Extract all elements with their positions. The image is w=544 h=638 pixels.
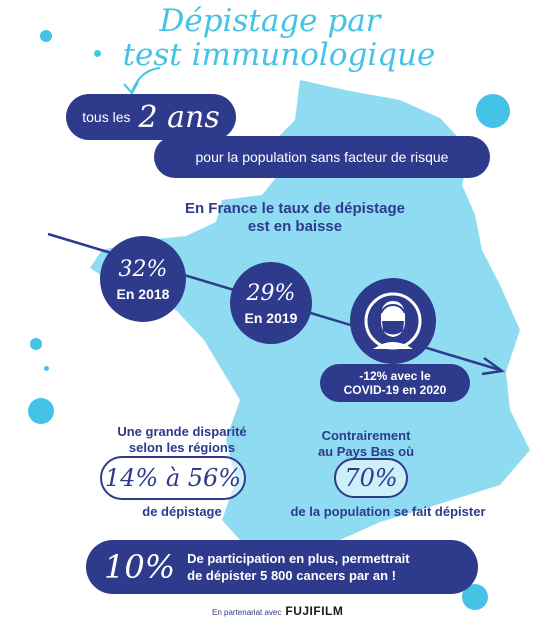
masked-person-circle (350, 278, 436, 364)
disparity-line-1: Une grande disparité (117, 424, 247, 439)
partner-line: En partenariat avec FUJIFILM (212, 604, 343, 618)
disparity-range: 14% à 56% (104, 464, 242, 492)
netherlands-label: Contrairement au Pays Bas où (306, 428, 426, 460)
title-line-1: Dépistage par (159, 3, 381, 39)
population-text: pour la population sans facteur de risqu… (195, 149, 449, 165)
title-line-2: test immunologique (122, 37, 436, 73)
trend-heading-line-1: En France le taux de dépistage (184, 200, 406, 217)
participation-text: De participation en plus, permettrait de… (187, 550, 410, 584)
decor-dot (94, 50, 101, 57)
decor-dot (28, 398, 54, 424)
frequency-pill: tous les 2 ans (66, 94, 236, 140)
disparity-label: Une grande disparité selon les régions (96, 424, 268, 456)
disparity-line-2: selon les régions (128, 440, 236, 455)
trend-heading: En France le taux de dépistage est en ba… (160, 200, 430, 236)
decor-dot (44, 366, 49, 371)
masked-person-icon (364, 292, 422, 350)
covid-pill: -12% avec le COVID-19 en 2020 (320, 364, 470, 402)
disparity-range-pill: 14% à 56% (100, 456, 246, 500)
population-pill: pour la population sans facteur de risqu… (154, 136, 490, 178)
rate-2018-value: 32% (118, 256, 168, 282)
decor-dot (30, 338, 42, 350)
netherlands-suffix: de la population se fait dépister (290, 504, 486, 519)
netherlands-line-2: au Pays Bas où (317, 444, 415, 459)
covid-line-1: -12% avec le (359, 369, 431, 383)
participation-line-2-prefix: de (187, 568, 203, 583)
decor-dot (40, 30, 52, 42)
participation-value: 10% (104, 548, 176, 586)
page-title: Dépistage par test immunologique (80, 4, 460, 72)
netherlands-value: 70% (344, 464, 398, 492)
trend-heading-line-2: est en baisse (247, 218, 343, 235)
decor-dot (476, 94, 510, 128)
netherlands-line-1: Contrairement (321, 428, 411, 443)
participation-pill: 10% De participation en plus, permettrai… (86, 540, 478, 594)
partner-text: En partenariat avec (212, 608, 282, 617)
frequency-value: 2 ans (138, 99, 220, 135)
disparity-suffix: de dépistage (142, 504, 222, 519)
rate-2019-circle: 29% En 2019 (230, 262, 312, 344)
rate-2018-circle: 32% En 2018 (100, 236, 186, 322)
rate-2018-year: En 2018 (116, 285, 170, 302)
covid-line-2: COVID-19 en 2020 (343, 383, 447, 397)
frequency-prefix: tous les (82, 109, 131, 125)
participation-line-2-bold: dépister 5 800 cancers par an ! (205, 568, 396, 583)
rate-2019-value: 29% (246, 280, 296, 306)
fujifilm-logo: FUJIFILM (285, 604, 344, 618)
curved-arrow-icon (123, 67, 161, 95)
rate-2019-year: En 2019 (244, 309, 298, 326)
participation-line-1: De participation en plus, permettrait (187, 551, 410, 566)
netherlands-value-pill: 70% (334, 458, 408, 498)
